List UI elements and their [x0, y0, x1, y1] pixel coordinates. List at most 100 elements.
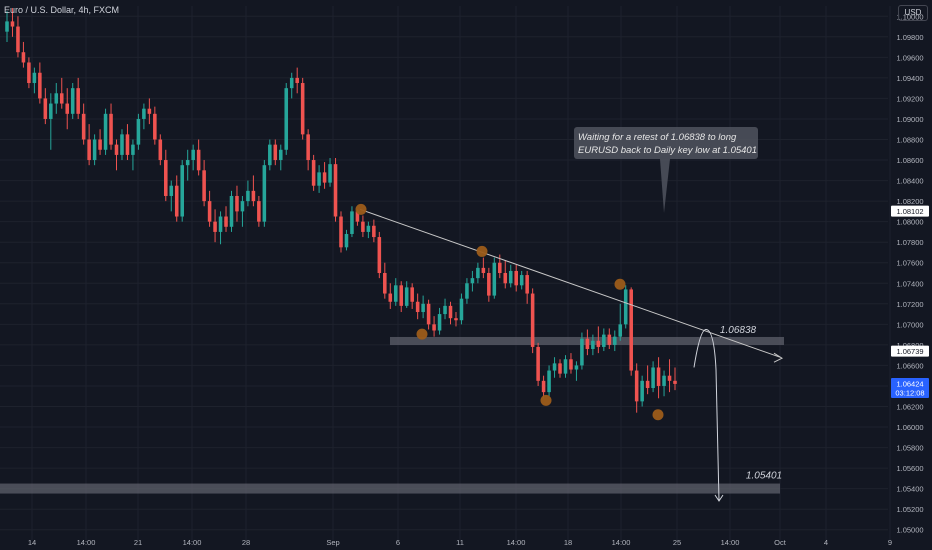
- y-tick-label: 1.08000: [896, 218, 923, 227]
- candle-body: [125, 134, 130, 155]
- currency-button[interactable]: USD: [898, 5, 928, 21]
- candle-body: [432, 324, 436, 331]
- candle-body: [317, 172, 321, 186]
- candle-body: [569, 359, 573, 370]
- y-tick-label: 1.07800: [896, 238, 923, 247]
- candle-body: [328, 164, 332, 183]
- candle-body: [372, 225, 376, 238]
- candle-body: [519, 275, 524, 286]
- y-tick-label: 1.05600: [896, 464, 923, 473]
- candle-body: [131, 144, 135, 155]
- candle-body: [361, 221, 365, 232]
- projection-arrowhead: [714, 494, 724, 502]
- candle-body: [339, 216, 343, 248]
- y-tick-label: 1.06800: [896, 341, 923, 350]
- candle-body: [640, 380, 644, 402]
- projection-line: [693, 328, 720, 501]
- time-axis[interactable]: 14 14:00 21 14:00 28 Sep 6 11 14:00 18 14:00 25 14:0…: [28, 538, 892, 547]
- candle-body: [459, 298, 464, 321]
- y-tick-label: 1.09800: [896, 33, 923, 42]
- candle-body: [164, 160, 168, 196]
- x-tick-label: 28: [242, 538, 250, 547]
- candle-body: [426, 303, 431, 325]
- y-tick-label: 1.06600: [896, 361, 923, 370]
- candle-body: [591, 340, 595, 349]
- level-labels: 1.06838 1.05401: [720, 325, 782, 482]
- candle-body: [596, 340, 601, 347]
- x-tick-label: Oct: [774, 538, 787, 547]
- candle-body: [92, 139, 97, 161]
- price-axis[interactable]: 1.10000 1.09800 1.09600 1.09400 1.09200 1.090…: [891, 12, 929, 535]
- candle-body: [404, 287, 409, 306]
- y-tick-label: 1.09000: [896, 115, 923, 124]
- candle-body: [147, 108, 152, 114]
- candle-body: [21, 52, 26, 63]
- y-tick-label: 1.05400: [896, 485, 923, 494]
- callout-pointer: [660, 159, 670, 213]
- candle-body: [169, 185, 174, 196]
- candle-body: [213, 221, 217, 232]
- candle-body: [153, 113, 157, 140]
- price-label: 1.06424: [896, 379, 923, 388]
- candle-body: [295, 77, 299, 84]
- candle-body: [525, 275, 529, 294]
- candle-body: [547, 370, 551, 393]
- price-label-box: [891, 377, 929, 398]
- x-tick-label: 6: [396, 538, 400, 547]
- candle-body: [607, 334, 612, 345]
- candle-body: [481, 267, 486, 273]
- y-tick-label: 1.08800: [896, 136, 923, 145]
- y-tick-label: 1.07200: [896, 300, 923, 309]
- candle-body: [399, 285, 404, 306]
- candle-body: [268, 144, 272, 166]
- trendline-arrowhead: [773, 352, 784, 363]
- y-tick-label: 1.06200: [896, 403, 923, 412]
- support-zone: [0, 483, 780, 494]
- candle-body: [634, 370, 639, 402]
- candle-body: [300, 83, 305, 135]
- symbol-header: Euro / U.S. Dollar, 4h, FXCM: [4, 5, 120, 15]
- y-tick-label: 1.06000: [896, 423, 923, 432]
- level-label: 1.05401: [746, 471, 782, 482]
- x-tick-label: 14:00: [77, 538, 96, 547]
- candle-body: [344, 233, 349, 248]
- candle-body: [508, 270, 513, 284]
- candle-body: [240, 201, 245, 212]
- swing-marker: [652, 409, 664, 421]
- candle-body: [651, 367, 655, 389]
- annotation-callout[interactable]: Waiting for a retest of 1.06838 to long E…: [574, 127, 758, 213]
- candle-body: [10, 21, 15, 27]
- candle-body: [470, 278, 475, 284]
- candle-body: [366, 225, 371, 232]
- candle-body: [350, 211, 354, 234]
- candle-body: [180, 165, 184, 217]
- candle-body: [476, 267, 480, 279]
- candle-body: [5, 21, 9, 32]
- candle-body: [503, 273, 508, 284]
- y-tick-label: 1.08600: [896, 156, 923, 165]
- x-tick-label: 14:00: [507, 538, 526, 547]
- x-tick-label: 21: [134, 538, 142, 547]
- candle-body: [273, 144, 278, 161]
- candle-body: [530, 293, 535, 347]
- candle-body: [492, 262, 497, 296]
- candle-body: [355, 211, 360, 222]
- y-tick-label: 1.09400: [896, 74, 923, 83]
- candle-body: [103, 113, 108, 150]
- x-tick-label: 18: [564, 538, 572, 547]
- candle-body: [284, 88, 289, 150]
- candle-body: [585, 338, 590, 349]
- candle-body: [656, 367, 661, 386]
- candle-body: [552, 363, 557, 371]
- candle-body: [673, 380, 677, 384]
- y-tick-label: 1.05800: [896, 444, 923, 453]
- candle-body: [563, 359, 568, 374]
- candle-body: [142, 108, 146, 119]
- candle-body: [383, 273, 387, 294]
- candle-body: [185, 160, 190, 166]
- y-tick-label: 1.08400: [896, 177, 923, 186]
- candle-body: [322, 172, 327, 183]
- x-tick-label: 14:00: [612, 538, 631, 547]
